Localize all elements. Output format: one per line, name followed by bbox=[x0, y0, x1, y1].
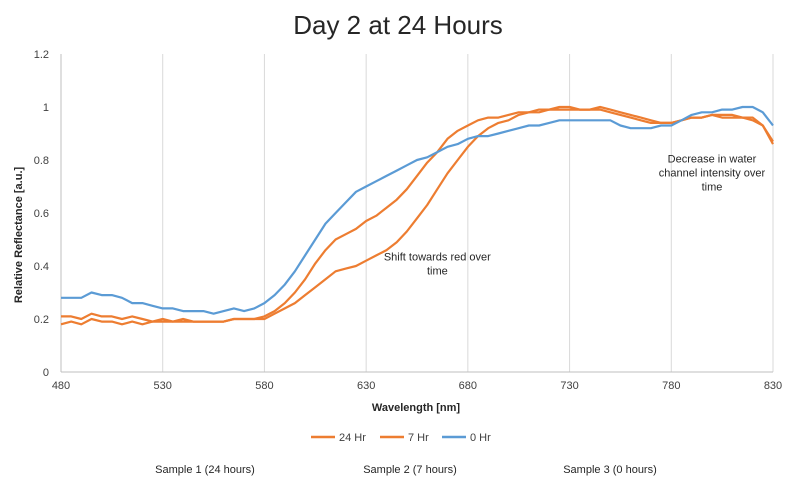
x-tick-label: 830 bbox=[764, 380, 782, 392]
y-tick-label: 0.2 bbox=[34, 314, 49, 326]
annotation-1: Shift towards red over time bbox=[384, 252, 491, 278]
legend-label: 7 Hr bbox=[408, 432, 429, 444]
chart-title: Day 2 at 24 Hours bbox=[293, 10, 503, 40]
x-tick-label: 480 bbox=[52, 380, 70, 392]
series-line-24-hr bbox=[61, 105, 774, 323]
series-line-7-hr bbox=[60, 105, 774, 326]
x-axis-title: Wavelength [nm] bbox=[372, 402, 461, 414]
legend-label: 0 Hr bbox=[470, 432, 491, 444]
y-axis-title: Relative Reflectance [a.u.] bbox=[13, 167, 25, 304]
legend: 24 Hr 7 Hr 0 Hr bbox=[311, 432, 491, 444]
x-tick-label: 580 bbox=[255, 380, 273, 392]
footer-sample-3: Sample 3 (0 hours) bbox=[563, 464, 657, 476]
x-tick-labels: 480 530 580 630 680 730 780 830 bbox=[52, 380, 782, 392]
y-tick-label: 0.4 bbox=[34, 261, 49, 273]
x-tick-label: 530 bbox=[154, 380, 172, 392]
x-tick-label: 680 bbox=[459, 380, 477, 392]
annotations: Shift towards red over time Decrease in wa… bbox=[384, 154, 766, 278]
legend-item: 0 Hr bbox=[442, 432, 491, 444]
x-tick-label: 780 bbox=[662, 380, 680, 392]
footer-sample-1: Sample 1 (24 hours) bbox=[155, 464, 255, 476]
x-tick-label: 730 bbox=[560, 380, 578, 392]
legend-label: 24 Hr bbox=[339, 432, 366, 444]
series-line-0-hr bbox=[61, 105, 774, 315]
grid bbox=[162, 54, 774, 372]
x-tick-label: 630 bbox=[357, 380, 375, 392]
axes bbox=[60, 54, 773, 373]
annotation-2: Decrease in water channel intensity over t… bbox=[659, 154, 766, 194]
legend-item: 24 Hr bbox=[311, 432, 366, 444]
y-tick-label: 0.8 bbox=[34, 155, 49, 167]
y-tick-label: 1.2 bbox=[34, 49, 49, 61]
y-tick-label: 0 bbox=[43, 367, 49, 379]
legend-item: 7 Hr bbox=[380, 432, 429, 444]
y-tick-label: 1 bbox=[43, 102, 49, 114]
footer-sample-2: Sample 2 (7 hours) bbox=[363, 464, 457, 476]
series-lines bbox=[60, 105, 774, 326]
y-tick-labels: 0 0.2 0.4 0.6 0.8 1 1.2 bbox=[34, 49, 49, 379]
y-tick-label: 0.6 bbox=[34, 208, 49, 220]
